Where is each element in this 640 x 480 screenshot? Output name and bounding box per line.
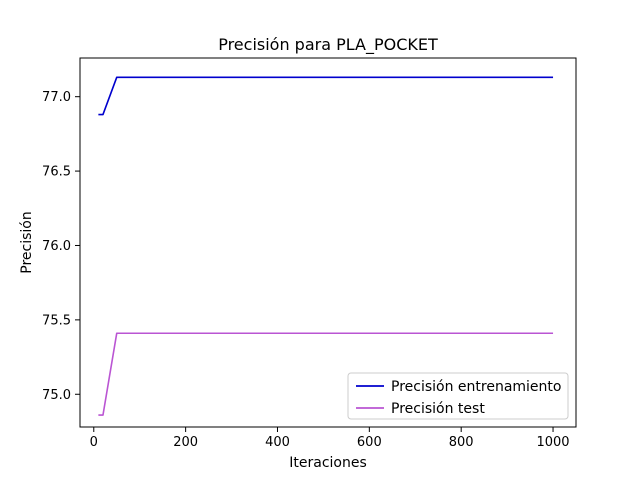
- x-tick-label: 600: [357, 435, 382, 450]
- legend-box: [347, 372, 569, 420]
- x-axis-label: Iteraciones: [289, 455, 367, 471]
- series-layer: [98, 76, 554, 416]
- y-tick-label: 75.0: [42, 388, 71, 403]
- legend-label-2: Precisión test: [391, 401, 485, 417]
- y-axis-label: Precisión: [19, 211, 35, 273]
- chart-title: Precisión para PLA_POCKET: [218, 35, 438, 55]
- legend: Precisión entrenamiento Precisión test: [347, 372, 569, 420]
- axes-frame: [79, 57, 577, 428]
- series-line-2: [98, 332, 554, 416]
- axes-layer: 0 200 400 600 800 1000 75.0 75.5 76.0 76.5 77.0: [42, 57, 577, 450]
- y-tick-label: 76.5: [42, 165, 71, 180]
- x-tick-label: 800: [449, 435, 474, 450]
- x-tick-label: 200: [173, 435, 198, 450]
- y-tick-label: 75.5: [42, 313, 71, 328]
- y-tick-label: 77.0: [42, 90, 71, 105]
- x-tick-label: 0: [90, 435, 98, 450]
- y-tick-label: 76.0: [42, 239, 71, 254]
- series-line-1: [98, 76, 554, 116]
- x-tick-label: 1000: [536, 435, 569, 450]
- plot-area: [80, 58, 576, 427]
- x-tick-label: 400: [265, 435, 290, 450]
- legend-label-1: Precisión entrenamiento: [391, 379, 561, 395]
